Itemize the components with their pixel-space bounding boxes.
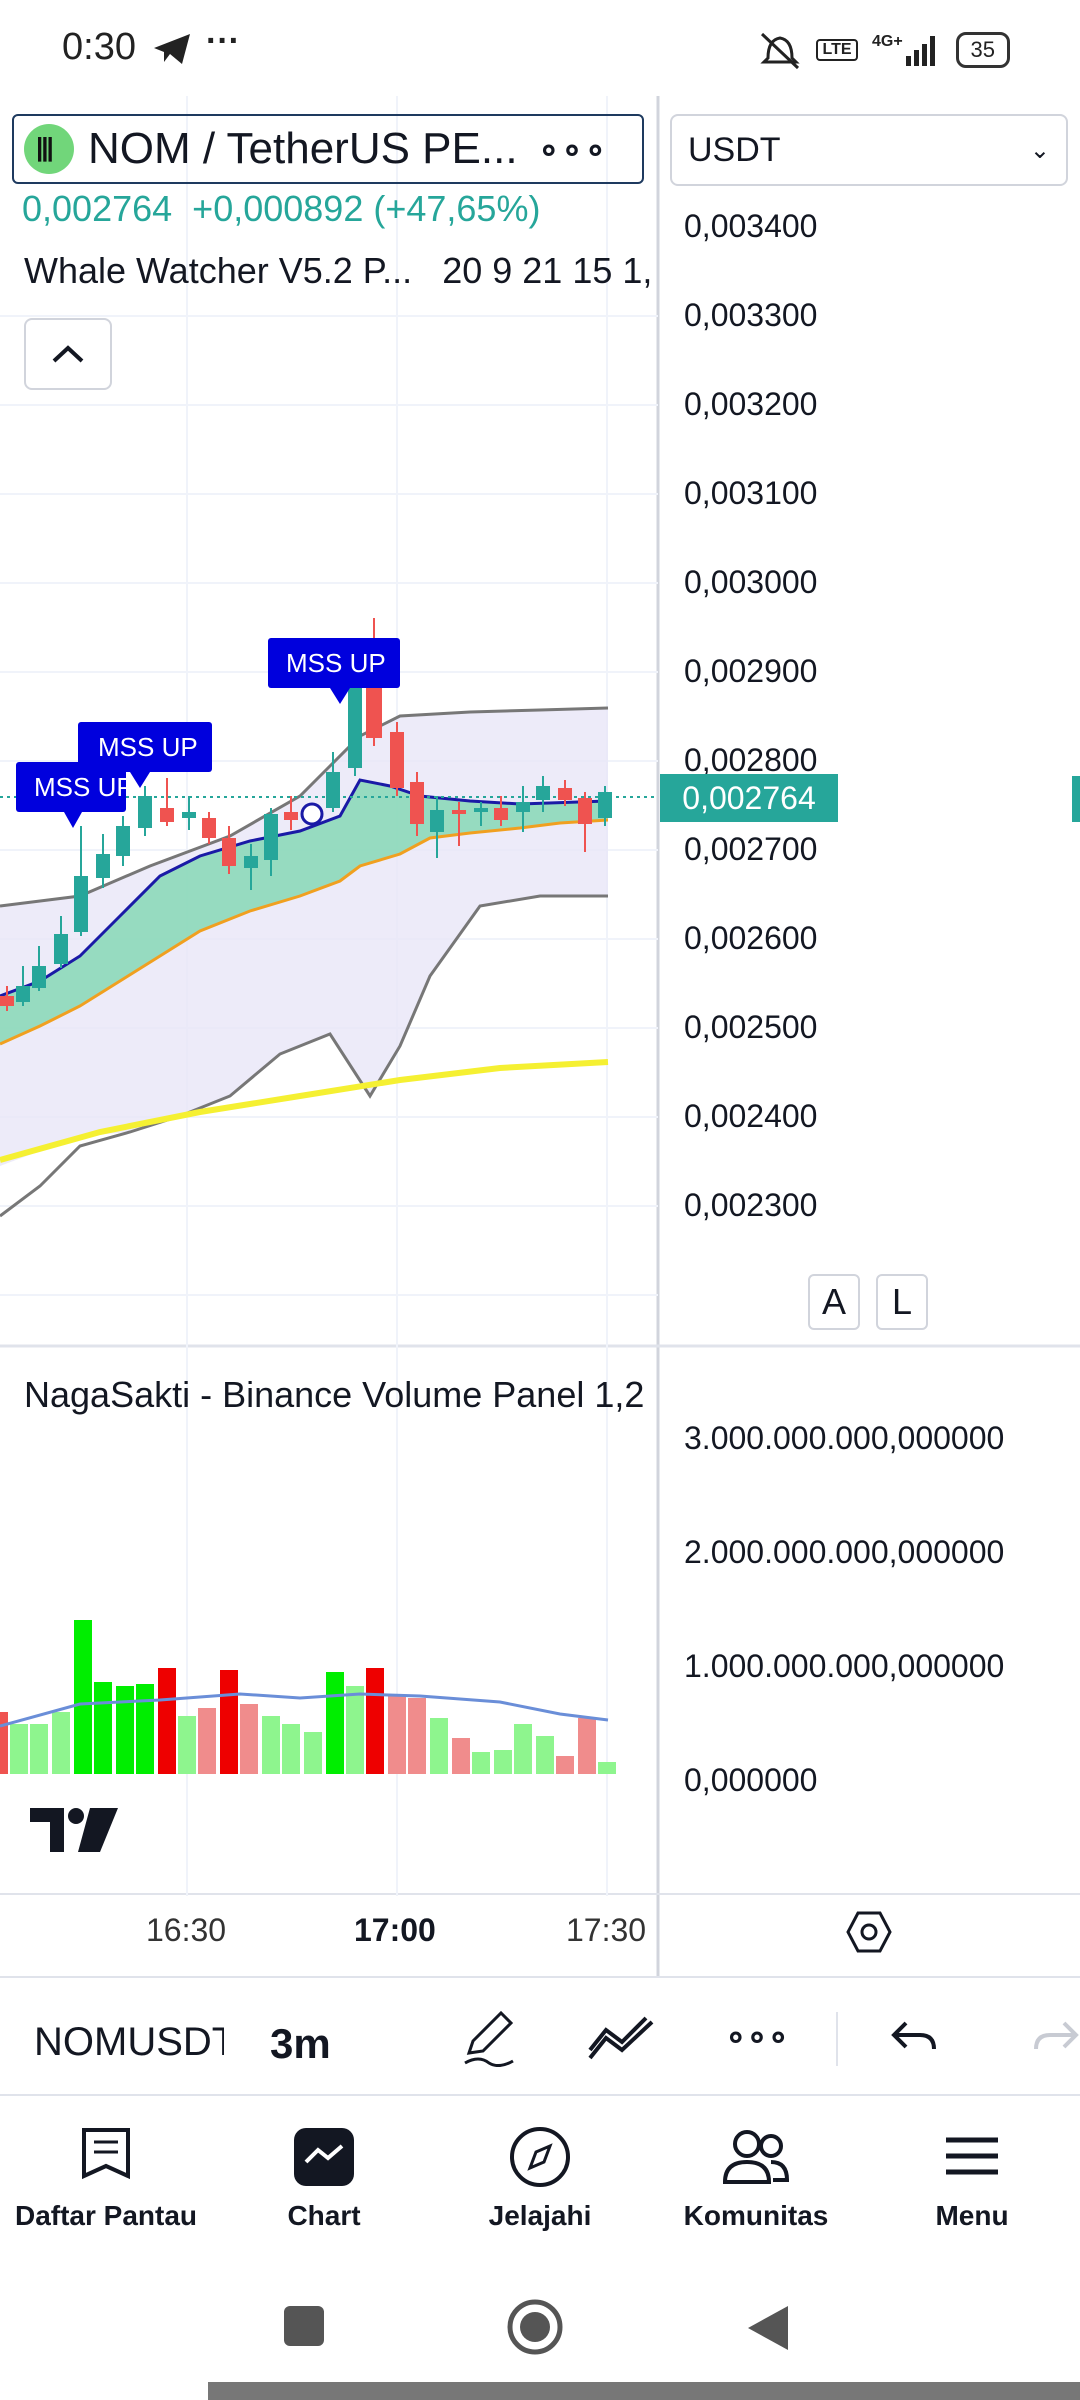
bollinger-upper-line [0,706,609,908]
collapse-legend-button[interactable] [24,318,112,390]
mss-up-text-1: MSS UP [34,772,134,802]
toolbar-interval[interactable]: 3m [270,2020,331,2067]
price-axis-label: 0,003300 [684,297,818,333]
ema-slow-line [0,818,609,1046]
price-axis-label: 0,002800 [684,742,818,778]
home-button[interactable] [506,2298,564,2356]
4g-signal-icon: 4G+ [872,33,935,66]
volume-bars [0,1620,616,1774]
signal-marker [300,802,324,826]
mss-up-label-1 [16,762,126,828]
price-axis-label: 0,002400 [684,1098,818,1134]
nav-label: Chart [287,2200,361,2231]
status-icons: LTE 4G+ 35 [758,30,1010,70]
settings-hexagon-icon[interactable] [846,1910,892,1954]
time-axis-label: 17:00 [354,1912,436,1948]
nav-label: Komunitas [683,2200,829,2231]
nav-item-explore[interactable]: Jelajahi [440,2126,640,2232]
svg-text:4G+: 4G+ [872,33,903,50]
volume-axis-label: 2.000.000.000,000000 [684,1534,1005,1570]
nav-label: Daftar Pantau [14,2200,198,2231]
volume-average-line [0,1692,609,1728]
toolbar-divider [836,2012,838,2066]
indicator-legend[interactable]: Whale Watcher V5.2 P... 20 9 21 15 1, [24,250,652,292]
price-axis-label: 0,003200 [684,386,818,422]
android-navigation-bar [0,2270,1080,2400]
log-scale-button[interactable]: L [876,1274,928,1330]
price-axis-label: 0,002600 [684,920,818,956]
coin-logo-icon [24,124,74,174]
community-icon [722,2130,790,2184]
indicators-icon[interactable] [586,2002,656,2072]
battery-indicator: 35 [955,32,1010,68]
redo-icon[interactable] [1020,2002,1080,2072]
watchlist-icon [82,2128,130,2180]
ema-fast-line [0,778,609,998]
nav-item-chart[interactable]: Chart [224,2126,424,2232]
currency-dropdown[interactable]: USDT ⌄ [670,114,1068,186]
chevron-up-icon [52,345,84,363]
price-axis-label: 0,002500 [684,1009,818,1045]
symbol-search-box[interactable]: NOM / TetherUS PE... ∘∘∘ [12,114,644,184]
price-change-line: 0,002764 +0,000892 (+47,65%) [22,188,540,230]
volume-axis-label: 1.000.000.000,000000 [684,1648,1005,1684]
recents-button[interactable] [284,2306,324,2346]
gesture-bar [208,2382,1080,2400]
time-axis-label: 16:30 [146,1912,227,1948]
mss-up-text-2: MSS UP [98,732,198,762]
currency-value: USDT [688,130,781,169]
auto-scale-button[interactable]: A [808,1274,860,1330]
nav-label: Menu [935,2200,1009,2231]
chart-toolbar: NOMUSDT 3m ∘∘∘ [0,1976,1080,2096]
indicator-name: Whale Watcher V5.2 P... [24,250,413,291]
drawing-pencil-icon[interactable] [454,2002,524,2072]
volte-icon: LTE [816,39,858,61]
chevron-down-icon: ⌄ [1029,136,1050,164]
mss-up-label-3 [268,638,400,704]
toolbar-symbol[interactable]: NOMUSDT [34,2020,224,2064]
mute-icon [760,32,801,70]
nav-item-watchlist[interactable]: Daftar Pantau [6,2126,206,2232]
price-scroll-handle[interactable] [1072,776,1080,822]
price-axis-label: 0,002700 [684,831,818,867]
nav-item-community[interactable]: Komunitas [656,2126,856,2232]
status-bar: 0:30 ··· LTE 4G+ 35 [0,0,1080,96]
volume-axis-label: 3.000.000.000,000000 [684,1420,1005,1456]
bollinger-lower-line [0,894,608,1218]
more-dots-icon: ··· [206,22,240,60]
menu-icon [946,2137,998,2175]
current-price-tag: 0,002764 [660,774,838,822]
chart-canvas[interactable] [0,96,1080,1976]
back-button[interactable] [744,2304,790,2352]
price-axis-label: 0,003400 [684,208,818,244]
price-axis-label: 0,002300 [684,1187,818,1223]
nav-label: Jelajahi [488,2200,592,2231]
price-axis-label: 0,002900 [684,653,818,689]
indicator-params: 20 9 21 15 1, [442,250,653,291]
telegram-icon [154,34,190,64]
volume-panel-title[interactable]: NagaSakti - Binance Volume Panel 1,2 [24,1374,645,1415]
tradingview-logo-icon [30,1808,118,1852]
mss-up-text-3: MSS UP [286,648,386,678]
status-time: 0:30 [62,26,136,68]
ema-cloud [0,780,608,1044]
bottom-navigation: Daftar Pantau Chart Jelajahi Komunitas M… [0,2096,1080,2266]
last-price: 0,002764 [22,188,173,229]
moving-average-line [0,1059,609,1163]
undo-icon[interactable] [880,2002,950,2072]
symbol-name: NOM / TetherUS PE... [88,124,518,173]
more-options-icon[interactable]: ∘∘∘ [538,131,608,169]
mss-up-label-2 [78,722,212,788]
more-tools-icon[interactable]: ∘∘∘ [725,2018,789,2056]
nav-item-menu[interactable]: Menu [872,2126,1072,2232]
price-change: +0,000892 (+47,65%) [192,188,541,229]
volume-axis-label: 0,000000 [684,1762,818,1798]
chart-icon [294,2128,354,2186]
price-axis-label: 0,003100 [684,475,818,511]
compass-icon [510,2127,570,2187]
price-axis-label: 0,003000 [684,564,818,600]
time-axis-label: 17:30 [566,1912,647,1948]
